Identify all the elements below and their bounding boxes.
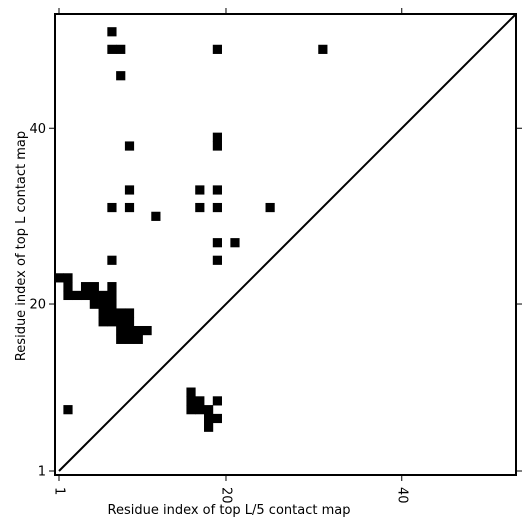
contact-cell (204, 405, 214, 415)
contact-cell (63, 290, 73, 301)
contact-cell (89, 290, 99, 301)
contact-cell (72, 290, 82, 301)
x-axis-label: Residue index of top L/5 contact map (108, 503, 351, 518)
contact-cell (124, 334, 135, 344)
contact-cell (116, 44, 126, 54)
contact-cell (212, 396, 222, 406)
contact-cell (212, 255, 222, 265)
contact-cell (124, 317, 135, 327)
contact-cell (142, 325, 152, 336)
diagonal-line (58, 13, 517, 472)
contact-cell (212, 44, 222, 54)
contact-cells (54, 27, 328, 432)
contact-cell (116, 317, 126, 327)
contact-cell (186, 405, 196, 415)
contact-cell (107, 299, 117, 309)
contact-cell (63, 273, 73, 283)
y-tick-label: 1 (38, 465, 46, 480)
contact-cell (63, 282, 73, 292)
contact-cell (116, 334, 126, 344)
contact-cell (107, 290, 117, 301)
contact-cell (63, 405, 73, 415)
contact-cell (195, 202, 205, 213)
contact-cell (124, 185, 135, 195)
y-tick-labels: 1 20 40 (29, 122, 46, 480)
contact-cell (195, 405, 205, 415)
contact-cell (230, 238, 240, 248)
contact-cell (107, 202, 117, 213)
x-tick-label: 40 (394, 487, 409, 504)
y-tick-label: 20 (29, 298, 46, 313)
contact-cell (116, 308, 126, 318)
contact-cell (107, 308, 117, 318)
contact-cell (212, 141, 222, 151)
contact-cell (212, 202, 222, 213)
y-tick-label: 40 (29, 122, 46, 137)
x-tick-label: 1 (52, 487, 67, 495)
contact-cell (124, 325, 135, 336)
contact-cell (133, 334, 143, 344)
contact-cell (265, 202, 275, 213)
contact-cell (186, 396, 196, 406)
contact-cell (98, 290, 108, 301)
contact-cell (107, 255, 117, 265)
contact-cell (116, 325, 126, 336)
contact-cell (98, 299, 108, 309)
contact-cell (107, 44, 117, 54)
plot-frame (54, 13, 517, 476)
contact-cell (116, 71, 126, 81)
contact-cell (124, 308, 135, 318)
contact-cell (204, 413, 214, 424)
contact-cell (89, 299, 99, 309)
contact-cell (186, 387, 196, 397)
contact-cell (195, 396, 205, 406)
contact-cell (212, 132, 222, 142)
contact-cell (212, 185, 222, 195)
contact-cell (107, 317, 117, 327)
contact-cell (98, 317, 108, 327)
contact-cell (80, 290, 91, 301)
contact-cell (212, 238, 222, 248)
y-axis-label: Residue index of top L contact map (14, 131, 29, 361)
contact-cell (318, 44, 328, 54)
contact-cell (204, 422, 214, 432)
x-tick-label: 20 (218, 487, 233, 504)
contact-cell (124, 202, 135, 213)
contact-cell (151, 211, 161, 221)
contact-cell (195, 185, 205, 195)
contact-cell (80, 282, 91, 292)
contact-cell (54, 273, 64, 283)
contact-cell (98, 308, 108, 318)
contact-cell (107, 27, 117, 37)
contact-cell (107, 282, 117, 292)
contact-cell (133, 325, 143, 336)
x-tick-labels: 1 20 40 (52, 487, 410, 504)
contact-cell (212, 413, 222, 424)
contact-cell (89, 282, 99, 292)
contact-cell (124, 141, 135, 151)
